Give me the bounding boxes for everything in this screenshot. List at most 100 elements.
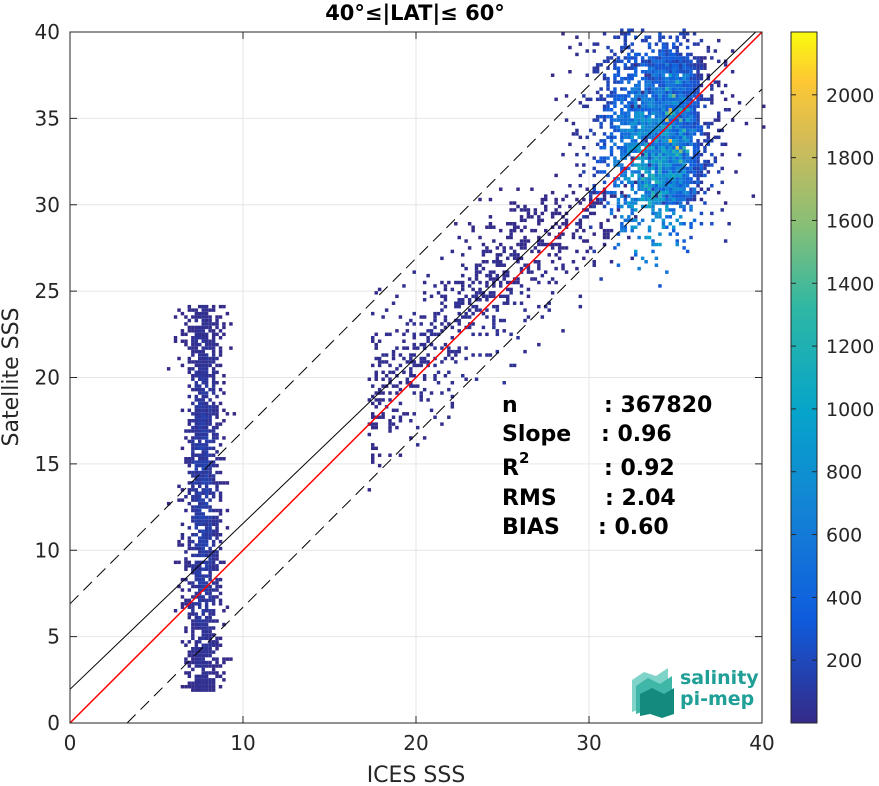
density-cell bbox=[623, 76, 628, 81]
density-cell bbox=[191, 647, 195, 651]
density-cell bbox=[523, 239, 527, 243]
density-cell bbox=[412, 363, 416, 368]
density-cell bbox=[474, 294, 479, 299]
density-cell bbox=[447, 415, 451, 419]
density-cell bbox=[668, 135, 673, 140]
density-cell bbox=[640, 204, 645, 209]
density-cell bbox=[211, 588, 216, 592]
reference-lines bbox=[69, 31, 763, 724]
density-cell bbox=[692, 111, 697, 115]
density-cell bbox=[665, 135, 669, 140]
density-cell bbox=[627, 32, 631, 36]
density-cell bbox=[679, 42, 683, 46]
density-cell bbox=[426, 339, 430, 343]
density-cell bbox=[187, 685, 192, 689]
density-cell bbox=[644, 63, 648, 67]
density-cell bbox=[208, 688, 212, 692]
density-cell bbox=[717, 128, 721, 133]
density-cell bbox=[647, 83, 652, 88]
density-cell bbox=[512, 208, 517, 212]
density-cell bbox=[696, 73, 700, 77]
stat-rms-value: : 2.04 bbox=[605, 486, 676, 511]
density-cell bbox=[215, 412, 219, 416]
density-cell bbox=[461, 253, 465, 257]
density-cell bbox=[211, 339, 216, 343]
density-cell bbox=[211, 678, 216, 682]
density-cell bbox=[665, 146, 669, 150]
density-cell bbox=[419, 391, 423, 395]
density-cell bbox=[198, 349, 202, 354]
density-cell bbox=[208, 318, 212, 323]
density-cell bbox=[211, 609, 216, 613]
density-cell bbox=[204, 419, 209, 423]
density-cell bbox=[616, 242, 621, 247]
density-cell bbox=[654, 163, 659, 167]
density-cell bbox=[198, 584, 202, 589]
density-cell bbox=[616, 128, 621, 133]
density-cell bbox=[474, 273, 479, 278]
density-cell bbox=[447, 346, 451, 350]
density-cell bbox=[211, 432, 216, 437]
density-cell bbox=[685, 87, 690, 91]
density-cell bbox=[672, 211, 676, 216]
density-cell bbox=[450, 336, 455, 340]
stat-rms-label: RMS bbox=[502, 486, 557, 511]
density-cell bbox=[613, 101, 617, 105]
density-cell bbox=[592, 263, 596, 267]
density-cell bbox=[215, 332, 219, 337]
density-cell bbox=[665, 149, 669, 153]
density-cell bbox=[485, 246, 489, 250]
density-cell bbox=[187, 470, 192, 475]
density-cell bbox=[644, 152, 648, 157]
density-cell bbox=[201, 422, 205, 426]
density-cell bbox=[481, 325, 486, 330]
density-cell bbox=[679, 135, 683, 140]
density-cell bbox=[229, 657, 233, 661]
density-cell bbox=[672, 66, 676, 70]
density-cell bbox=[180, 640, 185, 644]
density-cell bbox=[409, 353, 413, 357]
density-cell bbox=[395, 329, 399, 333]
density-cell bbox=[201, 629, 205, 634]
density-cell bbox=[675, 197, 679, 202]
density-cell bbox=[519, 208, 524, 212]
density-cell bbox=[204, 415, 209, 419]
density-cell bbox=[592, 187, 596, 191]
density-cell bbox=[685, 90, 690, 95]
density-cell bbox=[568, 142, 572, 147]
density-cell bbox=[668, 149, 673, 153]
density-cell bbox=[215, 484, 219, 489]
density-cell bbox=[620, 87, 624, 91]
density-cell bbox=[647, 97, 652, 102]
density-cell bbox=[173, 339, 178, 343]
density-cell bbox=[215, 550, 219, 554]
density-cell bbox=[388, 425, 392, 430]
density-cell bbox=[198, 571, 202, 575]
density-cell bbox=[184, 436, 188, 440]
density-cell bbox=[637, 177, 641, 181]
density-cell bbox=[204, 346, 209, 350]
density-cell bbox=[595, 42, 600, 46]
density-cell bbox=[634, 114, 638, 119]
density-cell bbox=[201, 453, 205, 457]
density-cell bbox=[201, 581, 205, 585]
density-cell bbox=[685, 135, 690, 140]
density-cell bbox=[495, 304, 500, 309]
density-cell bbox=[644, 101, 648, 105]
density-cell bbox=[454, 349, 458, 354]
density-cell bbox=[651, 49, 655, 53]
density-cell bbox=[495, 308, 500, 312]
density-cell bbox=[640, 197, 645, 202]
density-cell bbox=[682, 32, 686, 36]
density-cell bbox=[367, 398, 372, 402]
density-cell bbox=[201, 660, 205, 665]
density-cell bbox=[637, 235, 641, 240]
density-cell bbox=[647, 125, 652, 129]
density-cell bbox=[675, 187, 679, 191]
density-cell bbox=[675, 201, 679, 205]
density-cell bbox=[606, 228, 610, 233]
colorbar bbox=[790, 31, 818, 724]
density-cell bbox=[194, 398, 199, 402]
density-cell bbox=[630, 180, 634, 185]
density-cell bbox=[665, 139, 669, 143]
